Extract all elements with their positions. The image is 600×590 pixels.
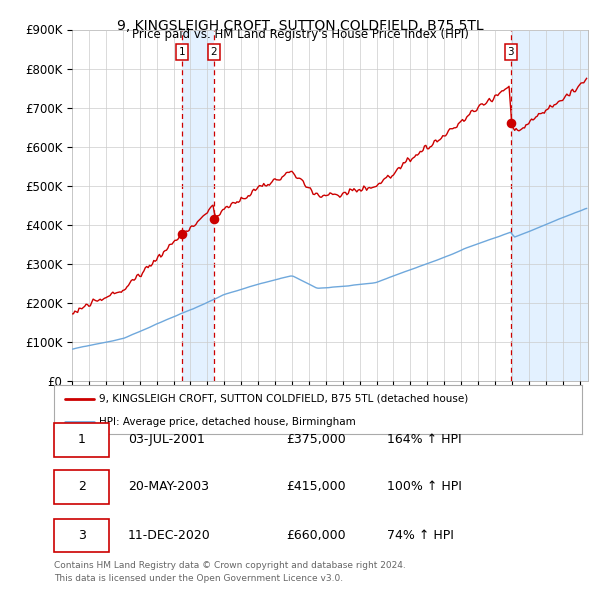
- Text: £375,000: £375,000: [286, 433, 346, 446]
- Text: £660,000: £660,000: [286, 529, 346, 542]
- Point: [506, 119, 515, 128]
- Text: HPI: Average price, detached house, Birmingham: HPI: Average price, detached house, Birm…: [99, 417, 356, 427]
- Text: 3: 3: [508, 47, 514, 57]
- Text: 03-JUL-2001: 03-JUL-2001: [128, 433, 205, 446]
- Point: [209, 214, 218, 224]
- Point: [177, 230, 187, 239]
- Text: 100% ↑ HPI: 100% ↑ HPI: [386, 480, 461, 493]
- Text: 1: 1: [78, 433, 86, 446]
- Text: 2: 2: [78, 480, 86, 493]
- Text: 20-MAY-2003: 20-MAY-2003: [128, 480, 209, 493]
- Text: 9, KINGSLEIGH CROFT, SUTTON COLDFIELD, B75 5TL: 9, KINGSLEIGH CROFT, SUTTON COLDFIELD, B…: [116, 19, 484, 33]
- Text: 3: 3: [78, 529, 86, 542]
- Text: 1: 1: [179, 47, 185, 57]
- FancyBboxPatch shape: [54, 423, 109, 457]
- FancyBboxPatch shape: [54, 470, 109, 504]
- Bar: [511, 30, 588, 381]
- Text: 2: 2: [211, 47, 217, 57]
- FancyBboxPatch shape: [54, 519, 109, 552]
- Text: 11-DEC-2020: 11-DEC-2020: [128, 529, 211, 542]
- Text: 164% ↑ HPI: 164% ↑ HPI: [386, 433, 461, 446]
- Bar: [182, 30, 214, 381]
- Text: 74% ↑ HPI: 74% ↑ HPI: [386, 529, 454, 542]
- Text: £415,000: £415,000: [286, 480, 346, 493]
- Text: Contains HM Land Registry data © Crown copyright and database right 2024.
This d: Contains HM Land Registry data © Crown c…: [54, 562, 406, 583]
- Text: Price paid vs. HM Land Registry's House Price Index (HPI): Price paid vs. HM Land Registry's House …: [131, 28, 469, 41]
- Text: 9, KINGSLEIGH CROFT, SUTTON COLDFIELD, B75 5TL (detached house): 9, KINGSLEIGH CROFT, SUTTON COLDFIELD, B…: [99, 394, 468, 404]
